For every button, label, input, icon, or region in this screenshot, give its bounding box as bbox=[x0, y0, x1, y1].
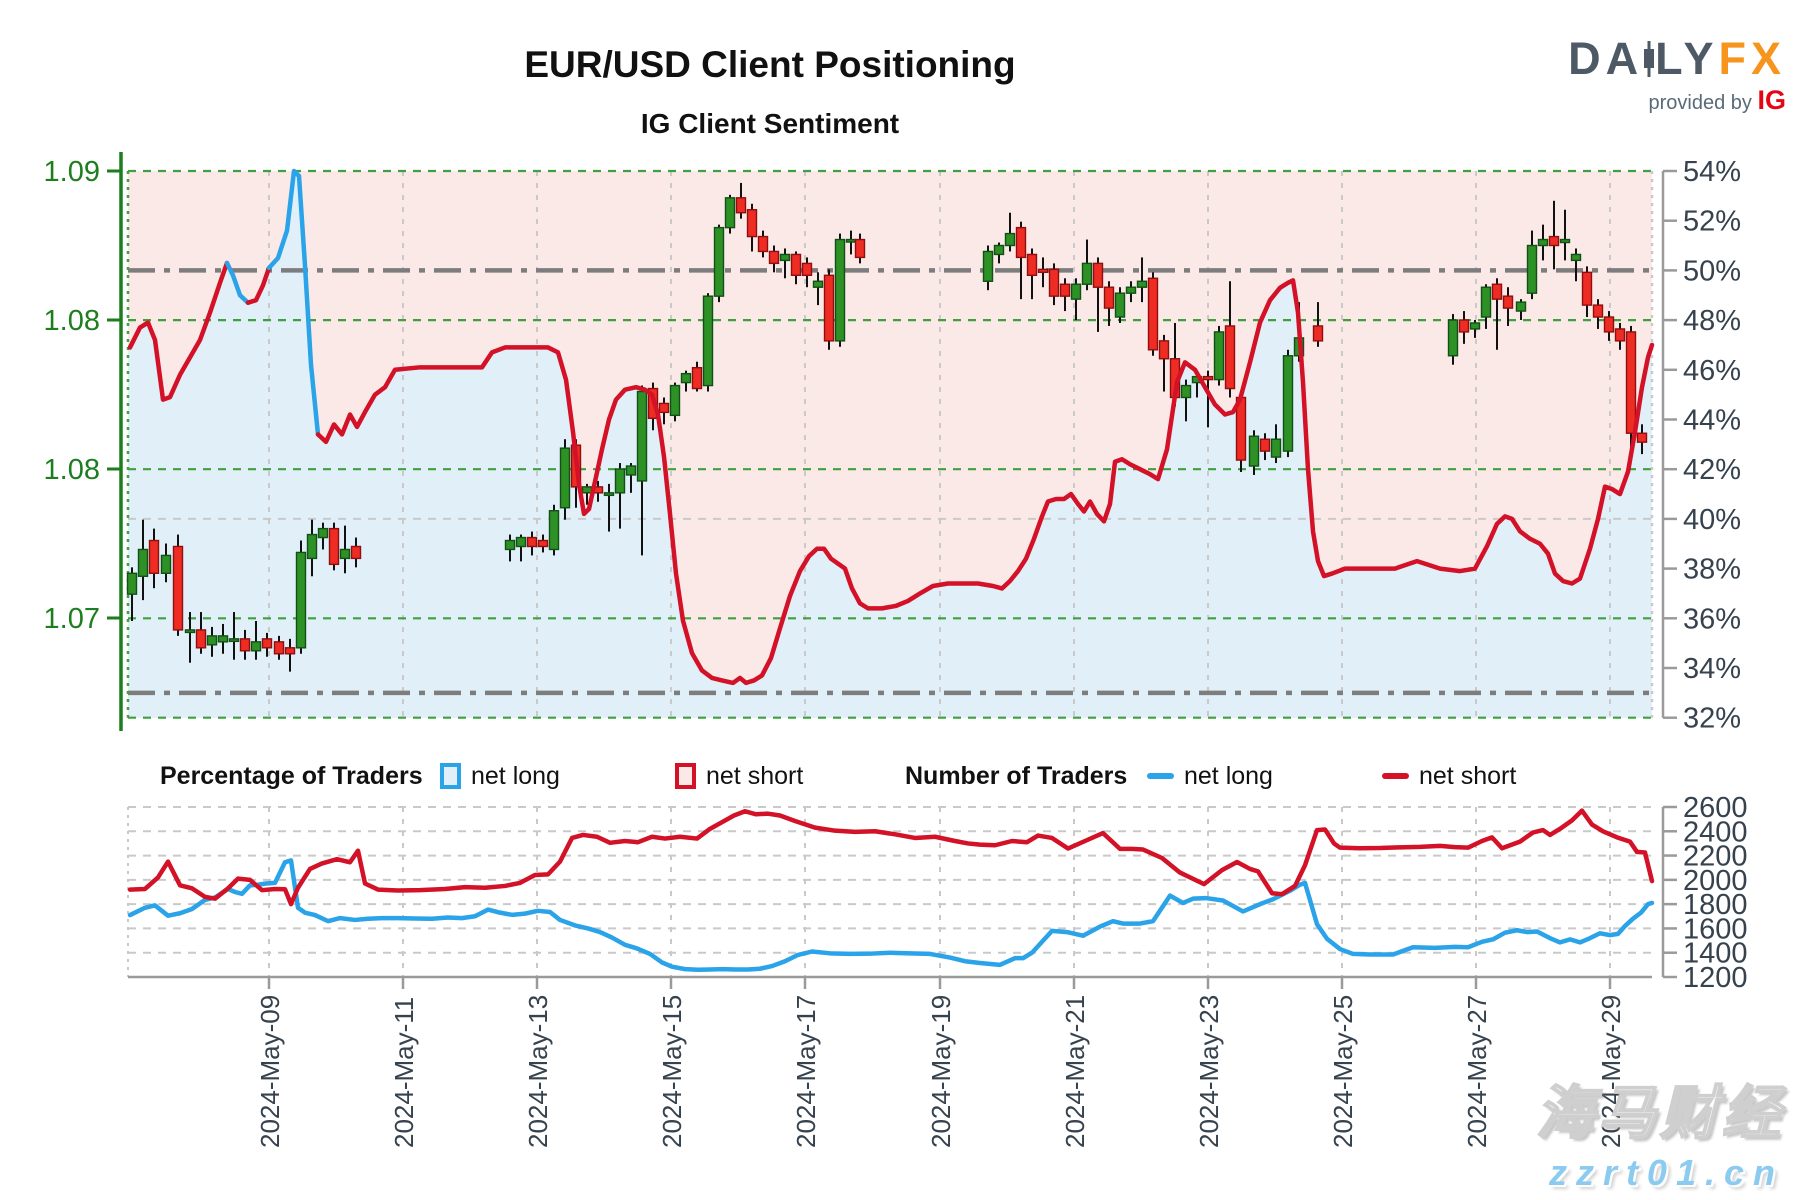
svg-text:1.07: 1.07 bbox=[44, 603, 100, 635]
svg-text:1.08: 1.08 bbox=[44, 454, 100, 486]
logo-provided-by: provided by IG bbox=[1568, 87, 1786, 114]
chart-subtitle: IG Client Sentiment bbox=[640, 108, 900, 139]
logo-text-fx: FX bbox=[1718, 33, 1786, 84]
svg-text:46%: 46% bbox=[1683, 355, 1741, 387]
traders-lines bbox=[127, 808, 1655, 972]
main-chart-gridlines bbox=[126, 169, 1654, 719]
svg-text:38%: 38% bbox=[1683, 554, 1741, 586]
logo-text-ly: LY bbox=[1655, 33, 1719, 84]
main-chart-background bbox=[128, 171, 1652, 718]
svg-text:34%: 34% bbox=[1683, 653, 1741, 685]
sentiment-line bbox=[127, 168, 1655, 686]
ig-logo: IG bbox=[1757, 85, 1786, 115]
svg-text:2024-May-17: 2024-May-17 bbox=[791, 995, 821, 1148]
net-long-line-icon bbox=[1147, 773, 1174, 779]
svg-text:2024-May-09: 2024-May-09 bbox=[255, 995, 285, 1148]
provided-by-text: provided by bbox=[1648, 92, 1752, 114]
svg-text:50%: 50% bbox=[1683, 255, 1741, 287]
svg-text:1800: 1800 bbox=[1683, 889, 1748, 921]
svg-text:2024-May-13: 2024-May-13 bbox=[523, 995, 553, 1148]
page-title: EUR/USD Client Positioning bbox=[524, 44, 1016, 85]
svg-text:2024-May-15: 2024-May-15 bbox=[657, 995, 687, 1148]
svg-text:1.08: 1.08 bbox=[44, 305, 100, 337]
svg-text:36%: 36% bbox=[1683, 603, 1741, 635]
svg-text:54%: 54% bbox=[1683, 156, 1741, 188]
svg-text:2000: 2000 bbox=[1683, 865, 1748, 897]
dailyfx-wordmark: DA LYFX bbox=[1568, 36, 1786, 81]
svg-text:2200: 2200 bbox=[1683, 841, 1748, 873]
svg-text:2400: 2400 bbox=[1683, 816, 1748, 848]
net-short-line-icon bbox=[1382, 773, 1409, 779]
logo-text-da: DA bbox=[1568, 33, 1644, 84]
legend-item-count-net-short[interactable]: net short bbox=[1382, 752, 1516, 800]
svg-text:2024-May-23: 2024-May-23 bbox=[1194, 995, 1224, 1148]
svg-text:44%: 44% bbox=[1683, 405, 1741, 437]
svg-text:2024-May-19: 2024-May-19 bbox=[926, 995, 956, 1148]
net-short-swatch-icon bbox=[675, 763, 696, 789]
svg-text:2024-May-29: 2024-May-29 bbox=[1596, 995, 1626, 1148]
svg-text:42%: 42% bbox=[1683, 454, 1741, 486]
svg-text:40%: 40% bbox=[1683, 504, 1741, 536]
net-long-swatch-icon bbox=[440, 763, 461, 789]
svg-text:1.09: 1.09 bbox=[44, 156, 100, 188]
svg-text:2024-May-21: 2024-May-21 bbox=[1060, 995, 1090, 1148]
candlestick-icon bbox=[1644, 41, 1655, 77]
svg-text:1600: 1600 bbox=[1683, 913, 1748, 945]
legend-item-pct-net-long[interactable]: net long bbox=[440, 752, 560, 800]
svg-text:48%: 48% bbox=[1683, 305, 1741, 337]
legend-header-percentage: Percentage of Traders bbox=[160, 761, 423, 790]
svg-text:2024-May-11: 2024-May-11 bbox=[389, 997, 419, 1148]
svg-text:2024-May-27: 2024-May-27 bbox=[1462, 995, 1492, 1148]
svg-text:32%: 32% bbox=[1683, 703, 1741, 735]
svg-text:1400: 1400 bbox=[1683, 938, 1748, 970]
price-axis: 1.09 1.08 1.08 1.07 bbox=[44, 152, 123, 731]
legend: Percentage of Traders net long net short… bbox=[0, 752, 1800, 800]
legend-item-pct-net-short[interactable]: net short bbox=[675, 752, 803, 800]
svg-text:2600: 2600 bbox=[1683, 792, 1748, 824]
percent-axis: 54% 52% 50% 48% 46% 44% 42% 40% 38% 36% 34% 32% bbox=[1661, 156, 1741, 735]
svg-text:52%: 52% bbox=[1683, 206, 1741, 238]
dailyfx-logo: DA LYFX provided by IG bbox=[1568, 36, 1786, 114]
legend-item-count-net-long[interactable]: net long bbox=[1147, 752, 1273, 800]
traders-chart-gridlines bbox=[127, 806, 1652, 979]
date-axis: 2024-May-09 2024-May-11 2024-May-13 2024-Ma… bbox=[255, 977, 1626, 1148]
svg-text:2024-May-25: 2024-May-25 bbox=[1328, 995, 1358, 1148]
legend-header-number: Number of Traders bbox=[905, 761, 1128, 790]
svg-text:1200: 1200 bbox=[1683, 962, 1748, 994]
